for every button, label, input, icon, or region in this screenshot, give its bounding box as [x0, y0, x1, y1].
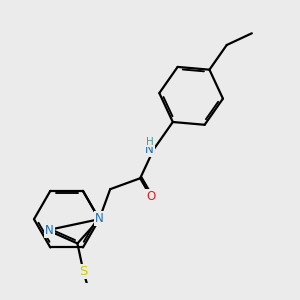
Text: H: H	[146, 136, 153, 146]
Text: N: N	[145, 143, 154, 156]
Text: O: O	[146, 190, 155, 203]
Text: S: S	[79, 266, 88, 278]
Text: N: N	[95, 212, 103, 225]
Text: N: N	[45, 224, 54, 237]
